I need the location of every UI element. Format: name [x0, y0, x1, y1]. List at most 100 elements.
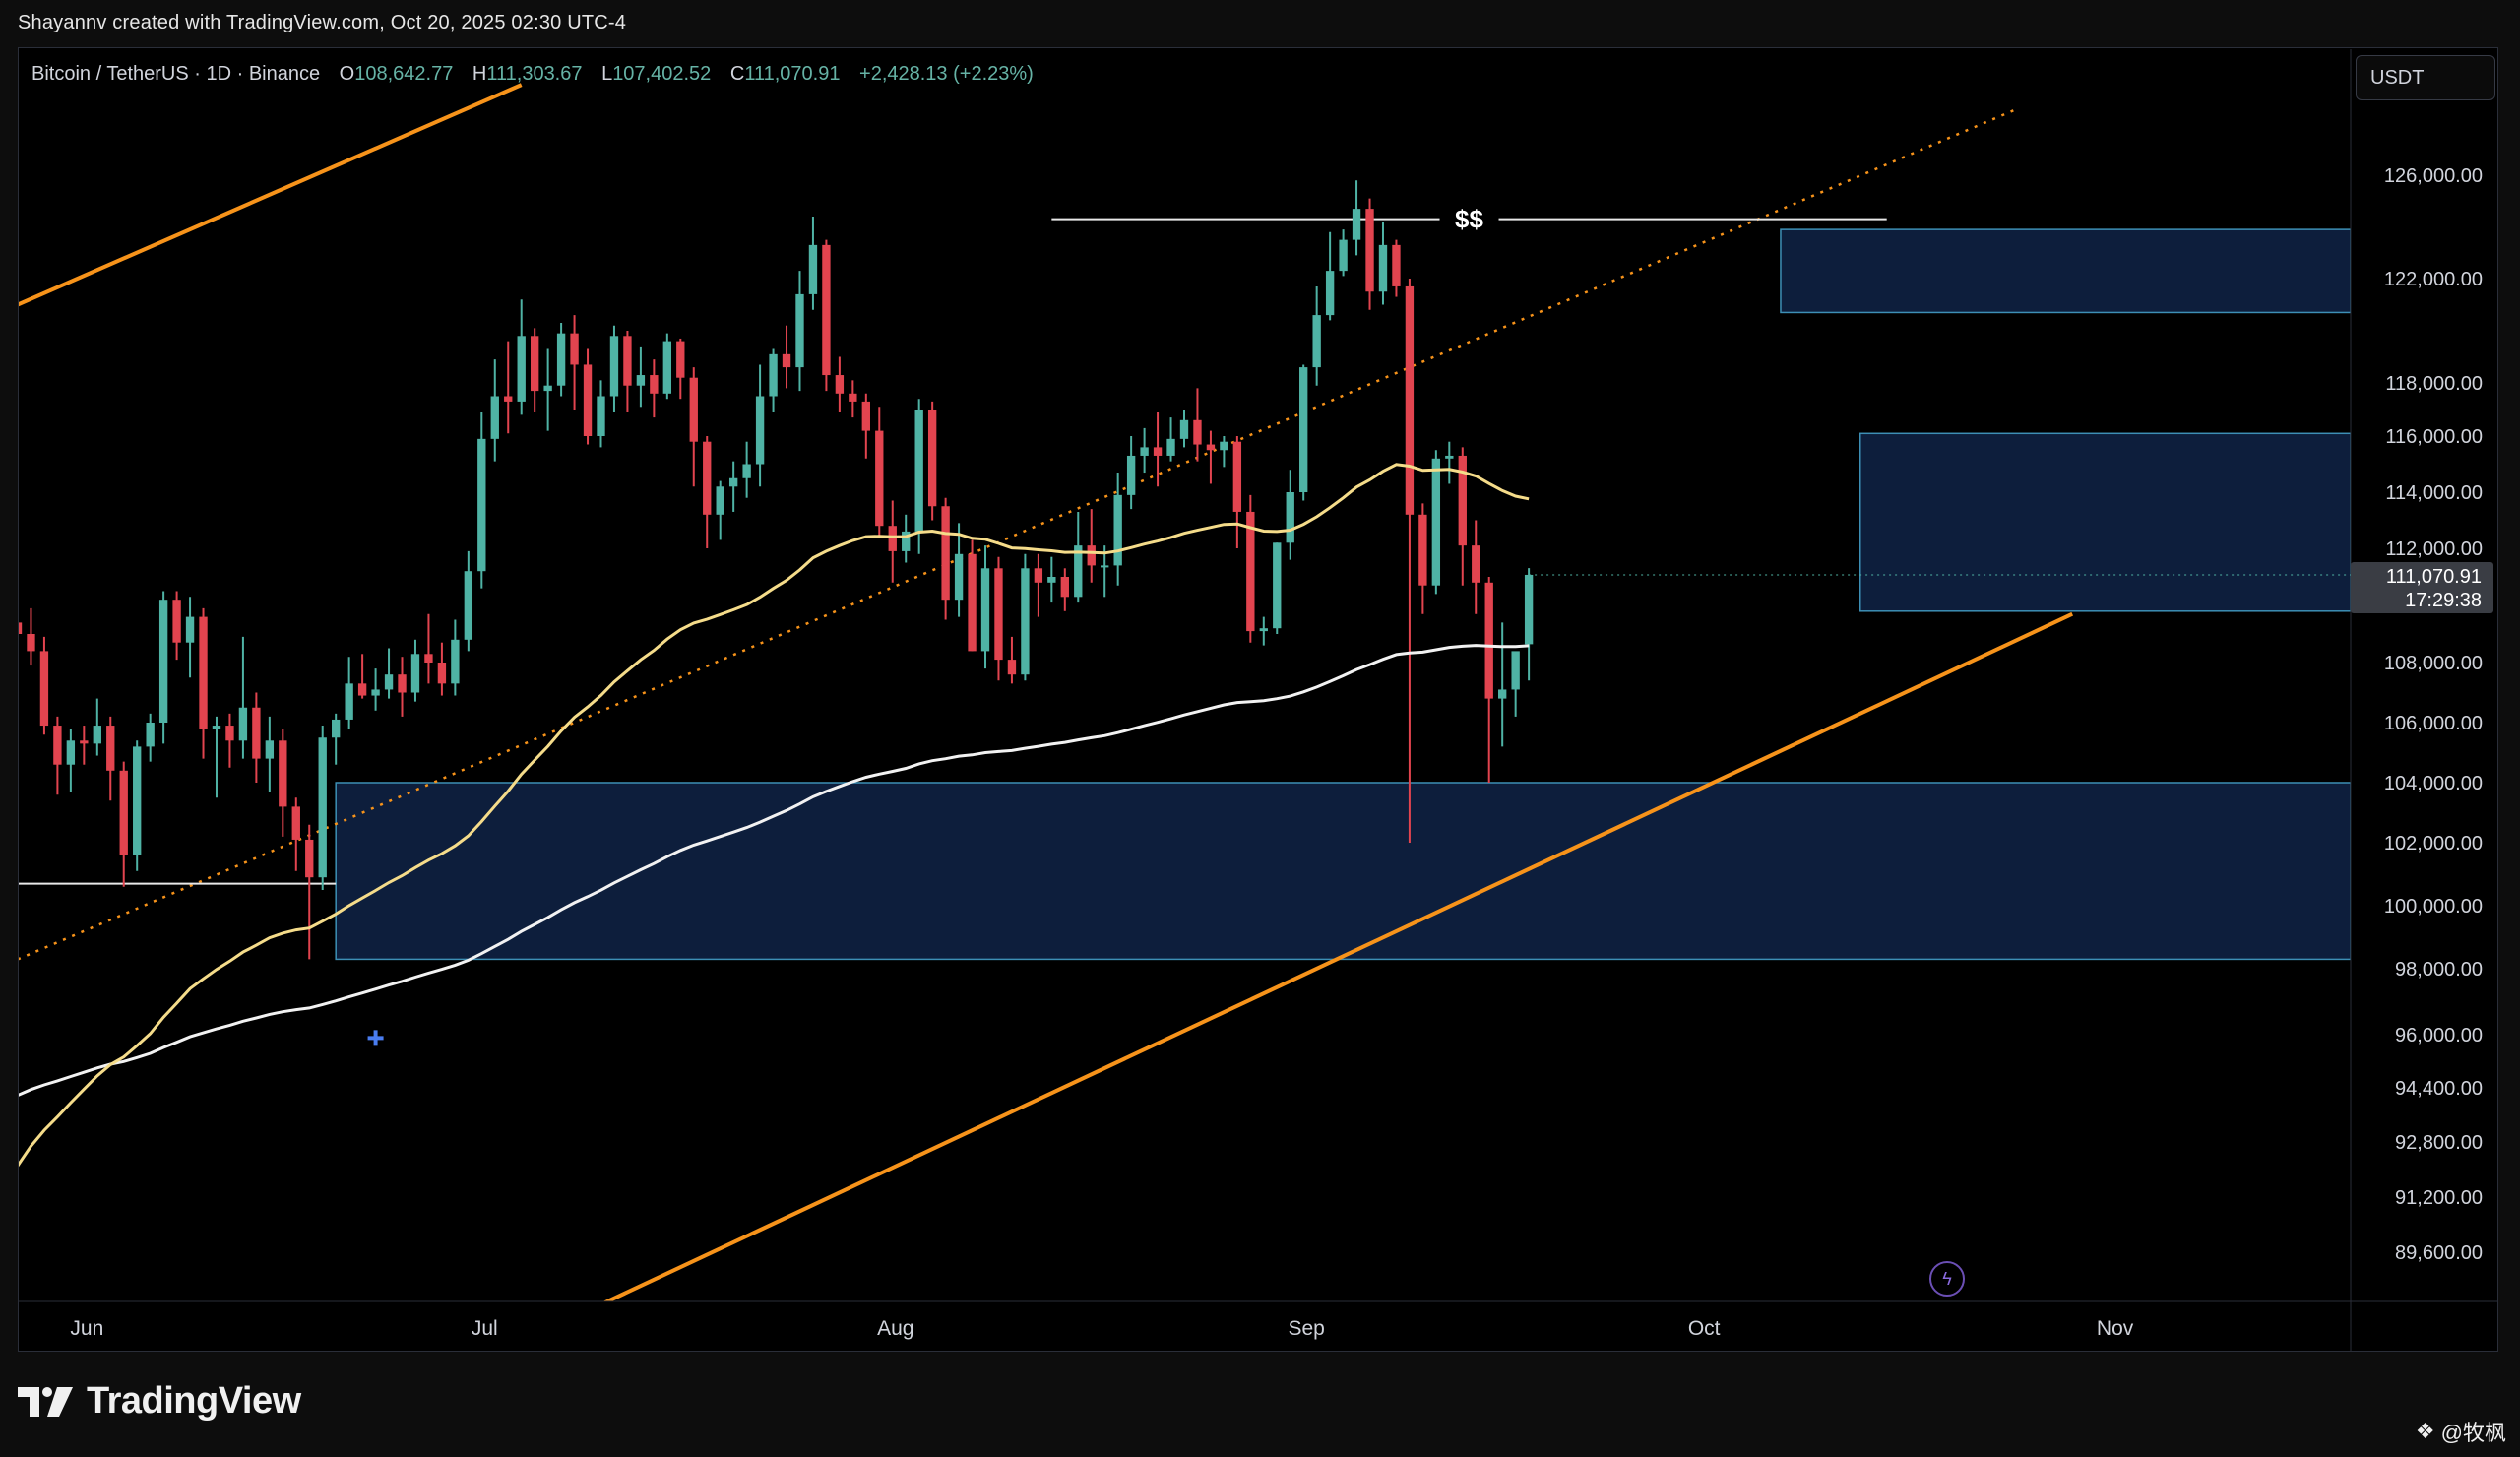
candle-body	[1312, 315, 1321, 368]
candle-body	[1153, 447, 1163, 456]
ohlc-legend: Bitcoin / TetherUS · 1D · Binance O108,6…	[32, 63, 1034, 86]
candle-body	[1299, 367, 1308, 492]
candle-body	[1193, 419, 1202, 445]
candle-body	[305, 839, 314, 878]
candle-body	[623, 336, 632, 386]
currency-button[interactable]: USDT	[2356, 55, 2495, 100]
candle-body	[1206, 444, 1216, 451]
candle-body	[133, 746, 142, 855]
watermark-text: @牧枫	[2440, 1421, 2506, 1445]
low-label: L	[601, 63, 613, 85]
candle-body	[1140, 447, 1149, 456]
candle-body	[742, 464, 751, 478]
candle-body	[332, 719, 341, 738]
candle-body	[291, 806, 300, 840]
candle-body	[543, 385, 552, 392]
candle-body	[53, 726, 62, 765]
price-tick-label: 89,600.00	[2395, 1242, 2483, 1264]
candle-body	[662, 341, 672, 394]
candle-body	[464, 571, 473, 640]
candle-body	[106, 726, 115, 771]
candle-body	[1101, 565, 1109, 568]
candle-body	[451, 639, 460, 684]
close-value: 111,070.91	[744, 63, 841, 85]
candle-body	[650, 375, 659, 394]
candle-body	[861, 401, 870, 431]
candle-body	[954, 553, 964, 601]
candle-body	[1365, 209, 1374, 292]
channel-upper-line	[19, 83, 523, 307]
candle-body	[1259, 628, 1268, 632]
candle-body	[410, 654, 420, 693]
price-tick-label: 114,000.00	[2385, 482, 2483, 504]
time-tick-label: Aug	[877, 1317, 914, 1340]
candle-body	[570, 333, 579, 365]
candle-body	[66, 740, 76, 765]
candle-body	[517, 336, 526, 402]
lightning-icon[interactable]: ϟ	[1929, 1261, 1965, 1297]
candle-body	[1352, 209, 1361, 240]
price-chart[interactable]: $$ 126,000.00 122,000.00 118,000.00 116,000.…	[0, 0, 2520, 1378]
candle-body	[504, 396, 513, 402]
tradingview-wordmark: TradingView	[87, 1380, 301, 1422]
candle-body	[1378, 244, 1388, 292]
tradingview-logo[interactable]: TradingView	[18, 1380, 301, 1423]
last-price-tag: 111,070.91 17:29:38	[2351, 562, 2493, 613]
price-tick-label: 91,200.00	[2395, 1187, 2483, 1209]
price-tick-label: 100,000.00	[2384, 896, 2483, 918]
channel-lower-line	[602, 611, 2074, 1301]
candle-body	[1458, 455, 1467, 546]
candle-body	[609, 336, 619, 397]
candle-body	[875, 430, 884, 527]
price-tick-label: 118,000.00	[2385, 373, 2483, 395]
candle-body	[1472, 545, 1480, 583]
high-label: H	[472, 63, 487, 85]
tradingview-mark-icon	[18, 1386, 73, 1417]
candle-body	[927, 410, 937, 507]
candle-body	[424, 654, 433, 663]
supply-demand-zone	[335, 782, 2351, 961]
high-value: 111,303.67	[486, 63, 583, 85]
candle-body	[689, 377, 698, 442]
candle-body	[968, 553, 976, 652]
candle-body	[1273, 542, 1282, 629]
candle-body	[199, 616, 208, 729]
candle-body	[1524, 574, 1534, 645]
candle-body	[676, 341, 685, 378]
candle-body	[93, 726, 101, 744]
liquidity-label: $$	[1455, 205, 1483, 234]
candle-body	[556, 333, 566, 386]
candle-body	[1445, 455, 1454, 459]
ma-yellow-line	[19, 463, 1530, 1168]
candle-body	[225, 726, 234, 741]
candle-body	[1286, 492, 1294, 543]
candle-body	[238, 707, 248, 741]
candle-body	[158, 600, 168, 723]
price-tick-label: 96,000.00	[2395, 1025, 2483, 1046]
candle-body	[119, 770, 128, 855]
time-tick-label: Nov	[2097, 1317, 2134, 1340]
candle-body	[265, 740, 275, 759]
supply-demand-zone	[1780, 228, 2351, 314]
candle-body	[835, 375, 845, 394]
candle-body	[1511, 651, 1520, 690]
change-value: +2,428.13 (+2.23%)	[859, 63, 1034, 85]
open-label: O	[339, 63, 355, 85]
candle-body	[1232, 441, 1242, 512]
candle-body	[530, 336, 539, 392]
candle-body	[345, 683, 353, 720]
price-tick-label: 94,400.00	[2395, 1078, 2483, 1100]
candle-body	[849, 393, 857, 402]
price-tick-label: 116,000.00	[2385, 426, 2483, 448]
candle-body	[914, 410, 923, 532]
candle-body	[477, 438, 486, 572]
candle-body	[1498, 689, 1507, 699]
symbol-label: Bitcoin / TetherUS · 1D · Binance	[32, 63, 321, 85]
time-tick-label: Jun	[70, 1317, 103, 1340]
candle-body	[1074, 545, 1083, 598]
candle-body	[1339, 239, 1348, 272]
candle-body	[597, 396, 605, 436]
price-tick-label: 104,000.00	[2384, 773, 2483, 794]
plot-area: $$	[19, 83, 2351, 1301]
candle-body	[1087, 545, 1096, 566]
